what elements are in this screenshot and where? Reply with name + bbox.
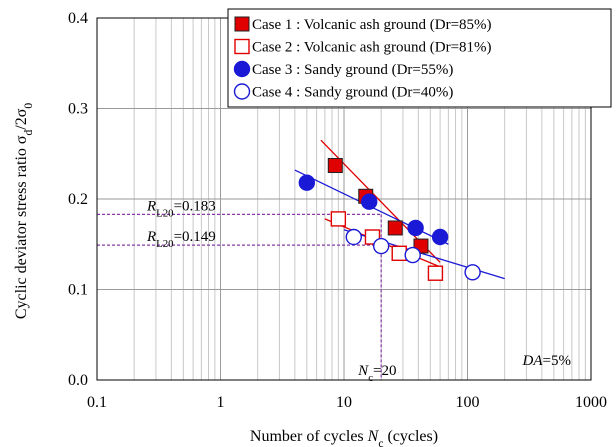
legend-marker-case-4 <box>233 83 251 100</box>
point-case-3 <box>431 228 449 246</box>
point-case-2 <box>330 211 347 227</box>
y-tick-label: 0.2 <box>68 191 88 208</box>
point-case-1 <box>327 158 343 174</box>
legend-item-case-4: Case 4 : Sandy ground (Dr=40%) <box>233 83 453 101</box>
y-axis-title: Cyclic deviator stress ratio σd/2σ0 <box>13 103 35 320</box>
annotation-rl20-b: RL20=0.149 <box>146 229 216 250</box>
point-case-4 <box>464 264 481 281</box>
point-case-4 <box>345 228 362 246</box>
point-case-4 <box>372 237 390 255</box>
annotation-text-rl20-a: RL20=0.183 <box>146 198 216 219</box>
annotations: RL20=0.183 RL20=0.149 Nc=20 DA=5% <box>146 198 571 384</box>
legend-marker-case-3 <box>233 60 251 78</box>
axis-titles: Number of cycles Nc (cycles) Cyclic devia… <box>13 103 438 447</box>
legend: Case 1 : Volcanic ash ground (Dr=85%) Cas… <box>227 8 612 108</box>
annotation-da: DA=5% <box>522 353 571 369</box>
x-tick-label: 1000 <box>575 394 607 411</box>
annotation-text-rl20-b: RL20=0.149 <box>146 229 216 250</box>
point-case-3 <box>298 174 316 191</box>
point-case-2 <box>391 245 407 262</box>
annotation-nc: Nc=20 <box>357 363 396 384</box>
point-case-3 <box>361 193 378 210</box>
point-case-4 <box>404 246 421 264</box>
point-case-1 <box>387 220 403 236</box>
x-axis-title: Number of cycles Nc (cycles) <box>250 428 438 447</box>
legend-label-case-3: Case 3 : Sandy ground (Dr=55%) <box>252 62 453 78</box>
annotation-rl20-a: RL20=0.183 <box>146 198 216 219</box>
x-tick-label: 100 <box>456 394 480 411</box>
x-tick-label: 10 <box>336 394 352 411</box>
legend-marker-case-1 <box>234 16 250 32</box>
point-case-2 <box>427 265 444 281</box>
legend-marker-case-2 <box>234 38 250 55</box>
y-tick-label: 0.3 <box>68 101 88 118</box>
x-tick-label: 1 <box>217 394 225 411</box>
legend-label-case-1: Case 1 : Volcanic ash ground (Dr=85%) <box>252 17 492 33</box>
legend-item-case-1: Case 1 : Volcanic ash ground (Dr=85%) <box>234 16 492 33</box>
y-tick-label: 0.1 <box>68 282 88 299</box>
legend-item-case-3: Case 3 : Sandy ground (Dr=55%) <box>233 60 453 78</box>
legend-label-case-4: Case 4 : Sandy ground (Dr=40%) <box>252 85 453 101</box>
legend-item-case-2: Case 2 : Volcanic ash ground (Dr=81%) <box>234 38 492 56</box>
y-tick-label: 0.4 <box>68 10 88 27</box>
tick-labels: 0.1 1 10 100 1000 0.0 0.1 0.2 0.3 0.4 <box>68 10 607 411</box>
y-axis-title-group: Cyclic deviator stress ratio σd/2σ0 <box>13 103 35 320</box>
annotation-text-da: DA=5% <box>522 353 571 369</box>
point-case-3 <box>407 219 424 237</box>
x-tick-label: 0.1 <box>87 394 107 411</box>
data-markers <box>298 158 481 281</box>
y-tick-label: 0.0 <box>68 372 88 389</box>
legend-label-case-2: Case 2 : Volcanic ash ground (Dr=81%) <box>252 40 492 56</box>
legend-box <box>227 8 612 108</box>
annotation-text-nc: Nc=20 <box>357 363 396 384</box>
